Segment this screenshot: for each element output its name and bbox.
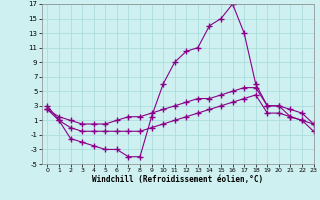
X-axis label: Windchill (Refroidissement éolien,°C): Windchill (Refroidissement éolien,°C): [92, 175, 263, 184]
